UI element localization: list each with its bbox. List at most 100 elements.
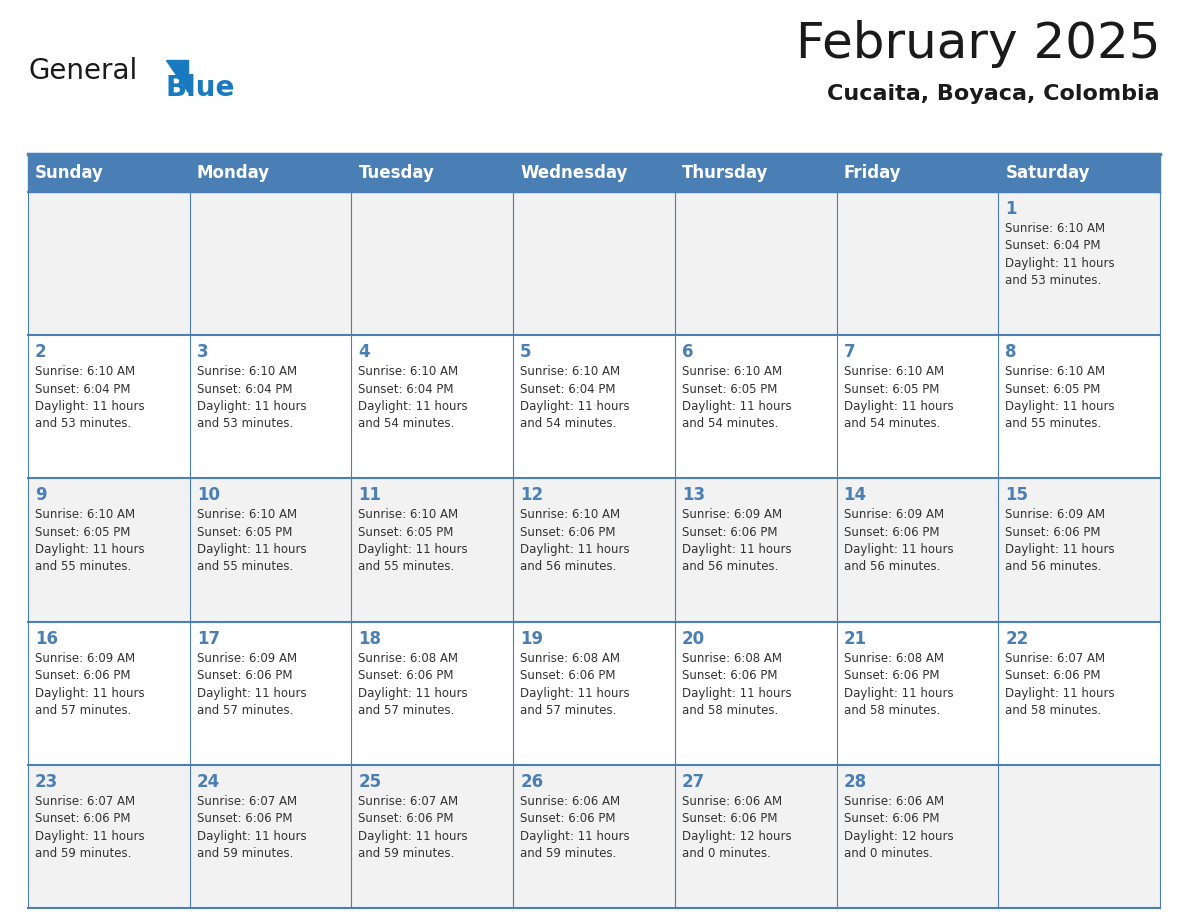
Text: Sunrise: 6:06 AM: Sunrise: 6:06 AM — [520, 795, 620, 808]
Bar — [836, 621, 998, 765]
Bar — [190, 154, 352, 192]
Text: Sunrise: 6:09 AM: Sunrise: 6:09 AM — [197, 652, 297, 665]
Text: Monday: Monday — [197, 164, 270, 182]
Text: Sunrise: 6:06 AM: Sunrise: 6:06 AM — [843, 795, 943, 808]
Text: General: General — [29, 57, 138, 85]
Bar — [513, 154, 675, 192]
Bar — [352, 335, 513, 478]
Text: 24: 24 — [197, 773, 220, 790]
Text: Sunset: 6:06 PM: Sunset: 6:06 PM — [197, 812, 292, 825]
Text: Sunrise: 6:07 AM: Sunrise: 6:07 AM — [1005, 652, 1105, 665]
Bar — [513, 765, 675, 908]
Bar — [513, 621, 675, 765]
Text: 28: 28 — [843, 773, 867, 790]
Text: 9: 9 — [34, 487, 46, 504]
Text: Sunrise: 6:08 AM: Sunrise: 6:08 AM — [520, 652, 620, 665]
Bar — [675, 765, 836, 908]
Bar — [29, 621, 190, 765]
Text: Daylight: 11 hours
and 59 minutes.: Daylight: 11 hours and 59 minutes. — [34, 830, 145, 860]
Text: Daylight: 12 hours
and 0 minutes.: Daylight: 12 hours and 0 minutes. — [843, 830, 953, 860]
Text: Sunset: 6:05 PM: Sunset: 6:05 PM — [359, 526, 454, 539]
Text: Daylight: 11 hours
and 57 minutes.: Daylight: 11 hours and 57 minutes. — [520, 687, 630, 717]
Text: Blue: Blue — [166, 74, 235, 102]
Text: Daylight: 11 hours
and 55 minutes.: Daylight: 11 hours and 55 minutes. — [1005, 400, 1114, 431]
Bar — [513, 192, 675, 335]
Bar — [29, 192, 190, 335]
Text: 16: 16 — [34, 630, 58, 647]
Text: Daylight: 11 hours
and 53 minutes.: Daylight: 11 hours and 53 minutes. — [1005, 257, 1114, 287]
Text: Sunrise: 6:08 AM: Sunrise: 6:08 AM — [359, 652, 459, 665]
Text: 15: 15 — [1005, 487, 1029, 504]
Text: Sunset: 6:06 PM: Sunset: 6:06 PM — [359, 812, 454, 825]
Text: 21: 21 — [843, 630, 867, 647]
Text: Sunrise: 6:10 AM: Sunrise: 6:10 AM — [359, 509, 459, 521]
Text: Sunset: 6:05 PM: Sunset: 6:05 PM — [1005, 383, 1100, 396]
Text: Sunset: 6:06 PM: Sunset: 6:06 PM — [843, 526, 939, 539]
Bar — [190, 765, 352, 908]
Text: Daylight: 11 hours
and 54 minutes.: Daylight: 11 hours and 54 minutes. — [520, 400, 630, 431]
Text: Daylight: 11 hours
and 55 minutes.: Daylight: 11 hours and 55 minutes. — [34, 543, 145, 574]
Bar — [190, 478, 352, 621]
Text: Sunrise: 6:06 AM: Sunrise: 6:06 AM — [682, 795, 782, 808]
Text: Saturday: Saturday — [1005, 164, 1089, 182]
Text: Sunrise: 6:07 AM: Sunrise: 6:07 AM — [34, 795, 135, 808]
Text: 18: 18 — [359, 630, 381, 647]
Bar — [675, 192, 836, 335]
Text: Sunrise: 6:10 AM: Sunrise: 6:10 AM — [1005, 365, 1105, 378]
Text: 14: 14 — [843, 487, 867, 504]
Text: Daylight: 11 hours
and 56 minutes.: Daylight: 11 hours and 56 minutes. — [520, 543, 630, 574]
Text: Wednesday: Wednesday — [520, 164, 627, 182]
Text: 1: 1 — [1005, 200, 1017, 218]
Text: Sunset: 6:06 PM: Sunset: 6:06 PM — [359, 669, 454, 682]
Text: 23: 23 — [34, 773, 58, 790]
Text: Sunrise: 6:10 AM: Sunrise: 6:10 AM — [520, 365, 620, 378]
Text: 22: 22 — [1005, 630, 1029, 647]
Bar — [836, 192, 998, 335]
Text: Sunset: 6:06 PM: Sunset: 6:06 PM — [682, 526, 777, 539]
Text: Sunset: 6:06 PM: Sunset: 6:06 PM — [682, 812, 777, 825]
Bar — [352, 478, 513, 621]
Text: Daylight: 11 hours
and 58 minutes.: Daylight: 11 hours and 58 minutes. — [843, 687, 953, 717]
Text: Sunday: Sunday — [34, 164, 103, 182]
Text: Daylight: 11 hours
and 56 minutes.: Daylight: 11 hours and 56 minutes. — [1005, 543, 1114, 574]
Text: Sunset: 6:06 PM: Sunset: 6:06 PM — [520, 812, 615, 825]
Text: 25: 25 — [359, 773, 381, 790]
Text: Sunset: 6:04 PM: Sunset: 6:04 PM — [359, 383, 454, 396]
Text: 5: 5 — [520, 343, 532, 361]
Bar — [675, 621, 836, 765]
Text: Sunrise: 6:10 AM: Sunrise: 6:10 AM — [359, 365, 459, 378]
Text: Sunset: 6:06 PM: Sunset: 6:06 PM — [843, 669, 939, 682]
Text: Sunset: 6:06 PM: Sunset: 6:06 PM — [520, 526, 615, 539]
Text: Daylight: 11 hours
and 57 minutes.: Daylight: 11 hours and 57 minutes. — [359, 687, 468, 717]
Bar — [836, 765, 998, 908]
Bar — [29, 154, 190, 192]
Bar — [998, 154, 1159, 192]
Bar — [190, 335, 352, 478]
Text: Daylight: 11 hours
and 53 minutes.: Daylight: 11 hours and 53 minutes. — [197, 400, 307, 431]
Text: Sunrise: 6:08 AM: Sunrise: 6:08 AM — [843, 652, 943, 665]
Text: Daylight: 11 hours
and 54 minutes.: Daylight: 11 hours and 54 minutes. — [682, 400, 791, 431]
Text: Daylight: 11 hours
and 59 minutes.: Daylight: 11 hours and 59 minutes. — [197, 830, 307, 860]
Text: Daylight: 12 hours
and 0 minutes.: Daylight: 12 hours and 0 minutes. — [682, 830, 791, 860]
Text: Sunset: 6:05 PM: Sunset: 6:05 PM — [843, 383, 939, 396]
Text: Daylight: 11 hours
and 53 minutes.: Daylight: 11 hours and 53 minutes. — [34, 400, 145, 431]
Bar — [998, 192, 1159, 335]
Text: Sunrise: 6:10 AM: Sunrise: 6:10 AM — [1005, 222, 1105, 235]
Text: Sunrise: 6:10 AM: Sunrise: 6:10 AM — [197, 365, 297, 378]
Text: Cucaita, Boyaca, Colombia: Cucaita, Boyaca, Colombia — [827, 84, 1159, 104]
Text: Sunset: 6:04 PM: Sunset: 6:04 PM — [34, 383, 131, 396]
Polygon shape — [166, 60, 188, 92]
Text: Daylight: 11 hours
and 55 minutes.: Daylight: 11 hours and 55 minutes. — [197, 543, 307, 574]
Text: Sunrise: 6:07 AM: Sunrise: 6:07 AM — [197, 795, 297, 808]
Text: Daylight: 11 hours
and 58 minutes.: Daylight: 11 hours and 58 minutes. — [682, 687, 791, 717]
Text: Sunset: 6:06 PM: Sunset: 6:06 PM — [34, 669, 131, 682]
Bar — [836, 478, 998, 621]
Text: 13: 13 — [682, 487, 704, 504]
Text: 20: 20 — [682, 630, 704, 647]
Bar — [352, 192, 513, 335]
Text: Sunrise: 6:09 AM: Sunrise: 6:09 AM — [34, 652, 135, 665]
Bar — [836, 335, 998, 478]
Text: Daylight: 11 hours
and 55 minutes.: Daylight: 11 hours and 55 minutes. — [359, 543, 468, 574]
Text: February 2025: February 2025 — [796, 20, 1159, 68]
Text: Sunset: 6:06 PM: Sunset: 6:06 PM — [1005, 526, 1101, 539]
